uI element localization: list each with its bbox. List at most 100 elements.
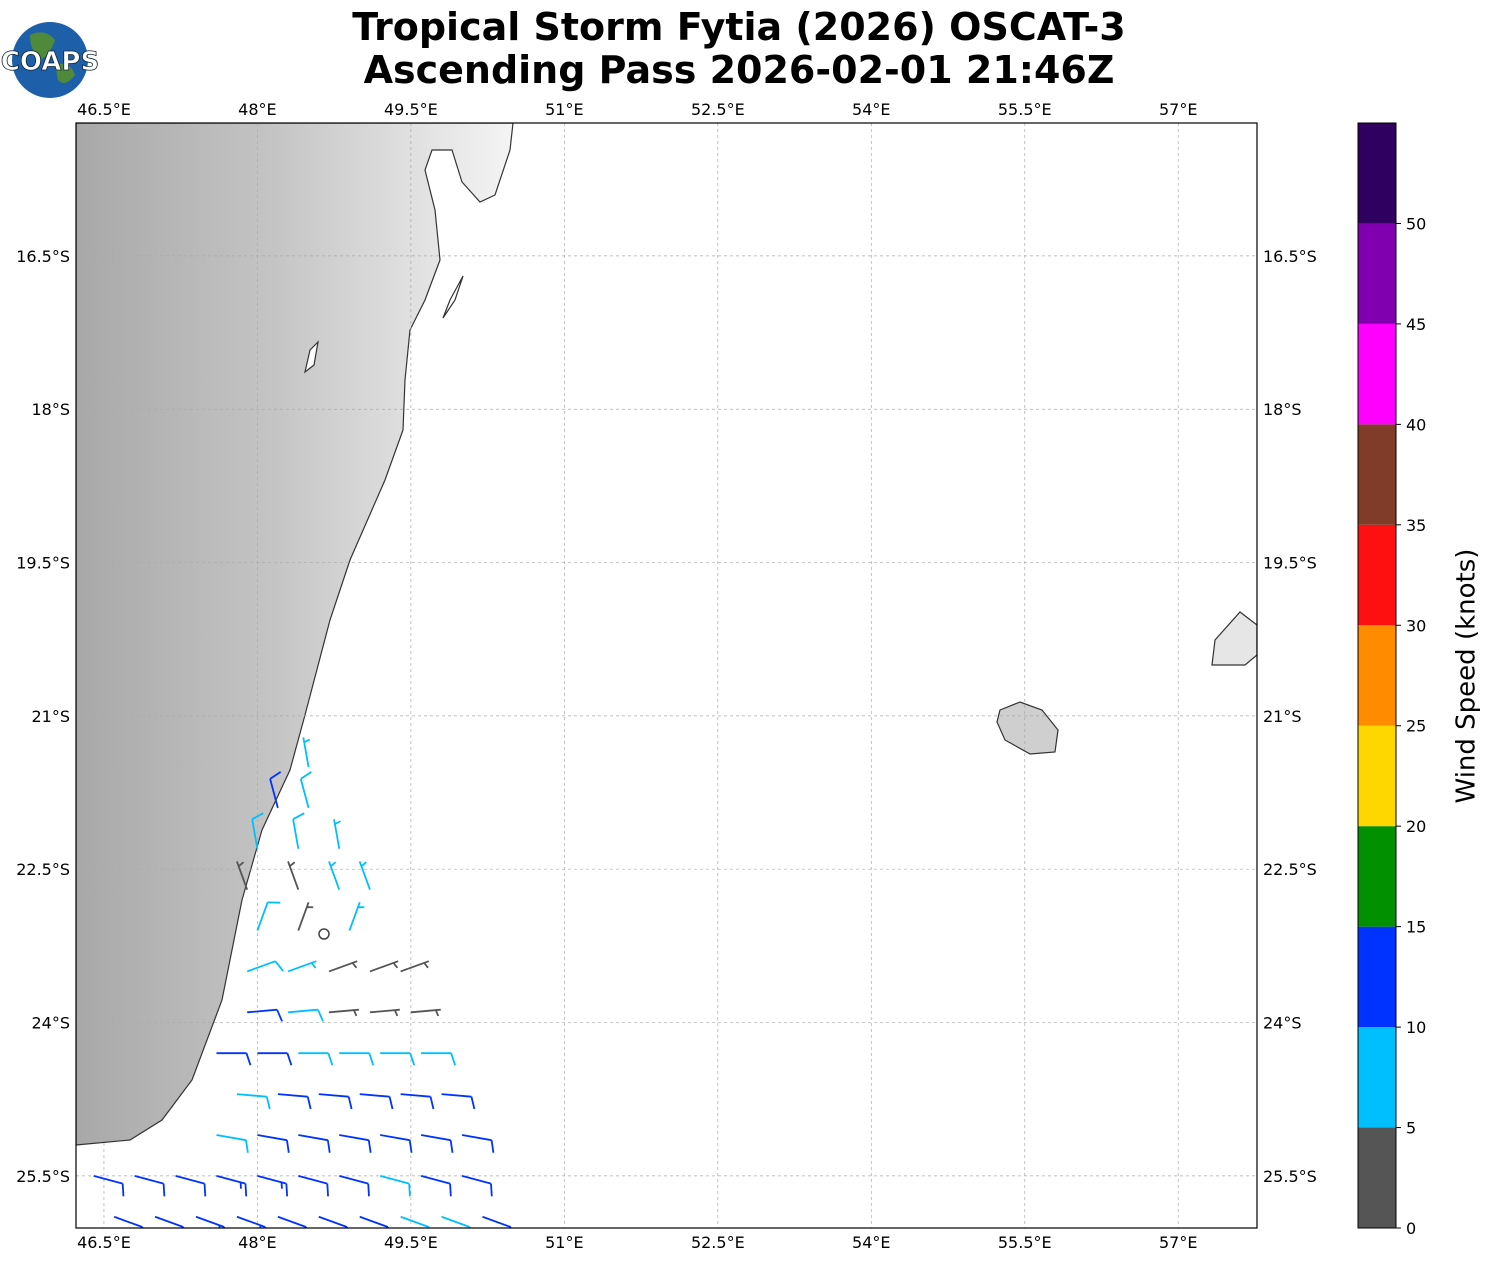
colorbar-tick-label: 15 (1406, 918, 1426, 937)
x-tick-label: 54°E (852, 100, 890, 119)
colorbar-segment (1358, 826, 1396, 927)
wind-barb (175, 1175, 207, 1197)
land (76, 123, 1257, 1146)
wind-barb (339, 1052, 375, 1066)
wind-barb (216, 1175, 248, 1197)
wind-barb (302, 737, 311, 768)
x-tick-label: 46.5°E (77, 100, 131, 119)
logo-text: COAPS (1, 47, 99, 77)
wind-barb (269, 771, 282, 809)
wind-barb (339, 1175, 370, 1197)
wind-barb (299, 771, 312, 809)
x-tick-label: 55.5°E (998, 100, 1052, 119)
wind-barb (298, 1134, 331, 1153)
y-tick-label: 24°S (1263, 1014, 1302, 1033)
wind-barb (257, 1134, 290, 1153)
x-tick-label: 49.5°E (384, 100, 438, 119)
wind-barb (328, 960, 358, 973)
wind-barb (287, 861, 300, 890)
colorbar-segment (1358, 625, 1396, 726)
y-tick-label: 24°S (31, 1014, 70, 1033)
colorbar: 0 5 10 15 20 25 30 35 40 45 50 (1357, 122, 1426, 1238)
wind-barb (257, 1175, 289, 1197)
wind-barb (358, 861, 371, 890)
wind-barb (287, 960, 317, 973)
x-tick-label: 55.5°E (998, 1233, 1052, 1252)
wind-barb (256, 901, 281, 931)
colorbar-tick-label: 0 (1406, 1219, 1416, 1238)
storm-center (318, 928, 330, 940)
wind-barb (369, 960, 399, 973)
y-tick-label: 21°S (1263, 707, 1302, 726)
wind-barb (441, 1215, 471, 1228)
wind-barb (410, 1008, 441, 1017)
x-tick-label: 48°E (238, 100, 276, 119)
wind-barb (380, 1134, 413, 1153)
wind-barb (339, 1134, 372, 1153)
wind-barb (441, 1093, 476, 1110)
y-tick-label: 19.5°S (1263, 554, 1317, 573)
colorbar-tick-label: 30 (1406, 616, 1426, 635)
colorbar-segment (1358, 725, 1396, 827)
wind-barb (236, 1093, 271, 1110)
map-frame (75, 122, 1258, 1229)
y-tick-label: 18°S (1263, 400, 1302, 419)
y-tick-label: 21°S (31, 707, 70, 726)
x-tick-label: 51°E (545, 100, 583, 119)
y-tick-label: 16.5°S (1263, 247, 1317, 266)
wind-barb (297, 902, 314, 931)
wind-barb (400, 1093, 435, 1110)
wind-barb (216, 1052, 252, 1066)
wind-barb (318, 1093, 353, 1110)
colorbar-tick-label: 50 (1406, 214, 1426, 233)
wind-barb (236, 1215, 267, 1228)
colorbar-tick-label: 5 (1406, 1119, 1416, 1138)
wind-barb (236, 861, 249, 890)
wind-barb (421, 1052, 456, 1066)
wind-barb (461, 1134, 495, 1153)
wind-barb (328, 861, 341, 890)
x-tick-label: 51°E (545, 1233, 583, 1252)
colorbar-segment (1358, 524, 1396, 626)
y-tick-label: 19.5°S (16, 554, 70, 573)
colorbar-segment (1358, 223, 1396, 324)
colorbar-segment (1358, 1127, 1396, 1228)
y-tick-label: 22.5°S (1263, 860, 1317, 879)
wind-barb (216, 1134, 249, 1153)
wind-barbs (93, 737, 512, 1228)
wind-barb (251, 812, 264, 849)
wind-barb (333, 819, 341, 849)
logo: COAPS (0, 22, 100, 98)
wind-barb (247, 1008, 283, 1022)
x-tick-label: 49.5°E (384, 1233, 438, 1252)
colorbar-tick-label: 25 (1406, 717, 1426, 736)
wind-barb (461, 1175, 493, 1197)
wind-barb (379, 1175, 411, 1197)
wind-barb (400, 1215, 430, 1228)
colorbar-segment (1358, 926, 1396, 1028)
y-tick-label: 16.5°S (16, 247, 70, 266)
wind-barb (93, 1175, 125, 1197)
wind-barb (420, 1175, 452, 1197)
grid: 46.5°E 46.5°E 48°E 48°E 49.5°E 49.5°E 51°E 51°E… (16, 100, 1317, 1252)
wind-barb (482, 1215, 512, 1228)
wind-barb (298, 1175, 329, 1197)
wind-barb (369, 1008, 400, 1017)
wind-barb (113, 1215, 144, 1228)
y-tick-label: 25.5°S (1263, 1167, 1317, 1186)
wind-barb (246, 960, 284, 973)
colorbar-tick-label: 20 (1406, 817, 1426, 836)
colorbar-frame (1357, 122, 1397, 1229)
y-tick-label: 25.5°S (16, 1167, 70, 1186)
wind-barb (318, 1215, 348, 1228)
colorbar-tick-label: 45 (1406, 315, 1426, 334)
x-tick-label: 52.5°E (691, 1233, 745, 1252)
y-tick-label: 22.5°S (16, 860, 70, 879)
wind-barb (359, 1215, 389, 1228)
wind-barb (288, 1008, 324, 1022)
wind-barb (420, 1134, 454, 1153)
wind-barb (195, 1215, 226, 1228)
title-line: Ascending Pass 2026-02-01 21:46Z (364, 48, 1115, 92)
x-tick-label: 57°E (1159, 1233, 1197, 1252)
